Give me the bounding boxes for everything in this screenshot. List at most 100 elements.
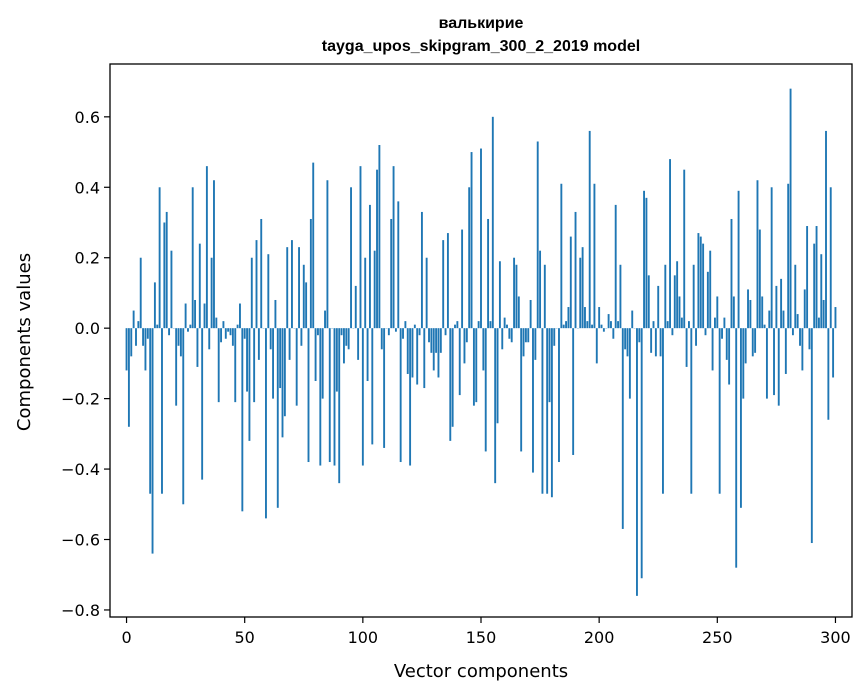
- bar-56: [257, 328, 260, 360]
- bar-139: [454, 324, 456, 329]
- bar-91: [340, 328, 343, 336]
- bar-200: [598, 307, 601, 329]
- bar-77: [307, 328, 310, 463]
- bar-134: [442, 240, 445, 329]
- bar-180: [550, 328, 553, 498]
- bar-92: [343, 328, 345, 364]
- bar-45: [231, 328, 234, 346]
- bar-94: [347, 328, 350, 350]
- bar-229: [666, 321, 669, 329]
- bar-278: [782, 310, 785, 329]
- bar-108: [380, 328, 383, 350]
- bar-155: [491, 116, 494, 329]
- bar-174: [536, 141, 539, 329]
- bar-237: [685, 328, 688, 367]
- bar-152: [484, 328, 487, 452]
- bar-140: [456, 321, 459, 329]
- bar-235: [680, 317, 683, 329]
- bar-99: [359, 166, 362, 329]
- bar-9: [146, 328, 149, 339]
- bar-280: [787, 183, 790, 329]
- bar-66: [281, 328, 284, 438]
- chart-title: валькирие: [439, 15, 524, 32]
- bar-8: [144, 328, 147, 371]
- bar-236: [683, 169, 686, 329]
- bar-158: [498, 261, 501, 329]
- bar-259: [737, 190, 740, 329]
- bar-198: [593, 183, 596, 329]
- bar-210: [621, 328, 624, 529]
- bar-43: [227, 328, 230, 332]
- bar-227: [662, 328, 664, 494]
- bar-300: [834, 307, 837, 329]
- bar-65: [279, 328, 282, 389]
- bar-10: [149, 328, 152, 494]
- bar-106: [376, 169, 378, 329]
- bar-82: [319, 328, 322, 466]
- bar-221: [647, 275, 650, 329]
- bar-184: [560, 183, 563, 329]
- bar-103: [368, 204, 371, 329]
- bar-201: [600, 324, 603, 329]
- bar-142: [461, 229, 464, 329]
- bar-256: [730, 218, 733, 329]
- bar-64: [276, 328, 279, 508]
- bar-148: [475, 328, 478, 403]
- bar-132: [437, 328, 440, 378]
- bar-53: [250, 257, 253, 329]
- bar-294: [820, 254, 823, 329]
- bar-145: [468, 187, 471, 329]
- bar-63: [274, 299, 277, 329]
- bar-23: [179, 328, 182, 357]
- bar-25: [184, 303, 187, 329]
- bar-171: [529, 299, 532, 329]
- bar-260: [739, 328, 742, 508]
- bar-164: [513, 257, 516, 329]
- bar-241: [695, 328, 697, 346]
- bar-4: [135, 328, 137, 346]
- bar-35: [208, 328, 211, 350]
- bar-39: [217, 328, 220, 403]
- bar-32: [201, 328, 204, 480]
- bar-67: [283, 328, 286, 417]
- bar-281: [789, 88, 792, 329]
- bar-69: [288, 328, 291, 360]
- bar-268: [758, 229, 761, 329]
- bar-68: [286, 247, 289, 329]
- bar-162: [508, 328, 511, 339]
- bar-54: [253, 328, 256, 403]
- bar-196: [588, 130, 591, 329]
- plot-frame: [109, 63, 853, 618]
- bar-79: [312, 162, 315, 329]
- bar-88: [333, 328, 336, 466]
- x-tick-label: 0: [121, 628, 131, 647]
- bar-118: [404, 321, 407, 329]
- bar-299: [832, 328, 835, 378]
- bar-176: [541, 328, 544, 494]
- bar-151: [482, 328, 485, 371]
- bar-273: [770, 187, 773, 329]
- bar-125: [420, 211, 423, 329]
- bar-216: [636, 328, 638, 596]
- bar-238: [688, 321, 690, 329]
- bar-206: [612, 328, 615, 339]
- bar-5: [137, 321, 140, 329]
- x-axis-ticks: 0 50 100 150 200 250 300: [121, 617, 851, 647]
- bar-160: [503, 317, 506, 329]
- bar-18: [168, 328, 171, 336]
- bars-group: [125, 88, 837, 596]
- bar-2: [130, 328, 133, 357]
- x-tick-label: 250: [702, 628, 733, 647]
- bar-61: [269, 328, 272, 350]
- bar-257: [732, 296, 735, 329]
- bar-265: [751, 328, 754, 357]
- x-axis-label: Vector components: [394, 661, 568, 682]
- bar-205: [610, 321, 612, 329]
- y-tick-label: −0.4: [61, 460, 100, 479]
- bar-44: [229, 328, 232, 336]
- bar-296: [825, 130, 827, 329]
- bar-51: [246, 328, 248, 392]
- bar-248: [711, 328, 714, 371]
- bar-167: [520, 328, 523, 452]
- bar-37: [213, 180, 215, 329]
